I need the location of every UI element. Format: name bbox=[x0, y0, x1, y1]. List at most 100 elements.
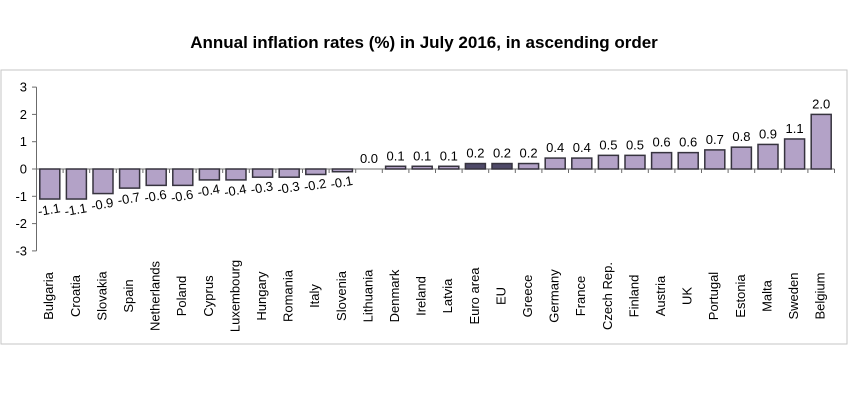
value-label-denmark: 0.1 bbox=[387, 148, 405, 163]
bar-ireland bbox=[411, 165, 433, 170]
value-label-malta: 0.9 bbox=[759, 126, 777, 141]
bar-france bbox=[571, 157, 593, 170]
category-label-lithuania: Lithuania bbox=[360, 269, 375, 323]
y-axis-tick-label: -1 bbox=[15, 189, 27, 204]
category-label-malta: Malta bbox=[759, 279, 774, 312]
value-label-uk: 0.6 bbox=[679, 135, 697, 150]
y-axis-tick-label: 0 bbox=[20, 162, 27, 177]
bar-denmark bbox=[384, 165, 407, 170]
value-label-greece: 0.2 bbox=[520, 146, 538, 161]
bar-estonia bbox=[730, 146, 753, 170]
category-label-euro-area: Euro area bbox=[467, 267, 482, 325]
category-label-belgium: Belgium bbox=[813, 273, 828, 320]
category-label-czech-rep: Czech Rep. bbox=[600, 262, 615, 330]
bar-euro-area bbox=[464, 162, 487, 170]
category-label-slovakia: Slovakia bbox=[94, 271, 109, 321]
bar-poland bbox=[172, 168, 194, 187]
plot-area-border bbox=[0, 69, 848, 345]
value-label-ireland: 0.1 bbox=[413, 148, 431, 163]
value-label-slovenia: -0.1 bbox=[329, 173, 354, 192]
category-label-cyprus: Cyprus bbox=[201, 275, 216, 317]
bar-cyprus bbox=[198, 168, 221, 181]
category-label-croatia: Croatia bbox=[68, 274, 83, 317]
y-axis-tick-label: -2 bbox=[15, 216, 27, 231]
bar-germany bbox=[544, 157, 566, 170]
bar-slovenia bbox=[331, 168, 354, 173]
value-label-croatia: -1.1 bbox=[63, 200, 88, 219]
category-label-estonia: Estonia bbox=[733, 274, 748, 318]
value-label-slovakia: -0.9 bbox=[90, 195, 115, 214]
value-label-germany: 0.4 bbox=[546, 140, 564, 155]
y-axis-tick-label: 2 bbox=[20, 107, 27, 122]
value-label-italy: -0.2 bbox=[303, 176, 328, 195]
value-label-eu: 0.2 bbox=[493, 146, 511, 161]
category-label-spain: Spain bbox=[121, 279, 136, 312]
category-label-finland: Finland bbox=[626, 275, 641, 318]
category-label-uk: UK bbox=[680, 287, 695, 305]
bar-luxembourg bbox=[225, 168, 247, 181]
bar-belgium bbox=[810, 113, 832, 170]
bar-portugal bbox=[704, 149, 726, 170]
value-label-spain: -0.7 bbox=[116, 189, 141, 208]
category-label-hungary: Hungary bbox=[254, 271, 269, 321]
bar-bulgaria bbox=[39, 168, 61, 200]
value-label-hungary: -0.3 bbox=[249, 178, 274, 197]
bar-finland bbox=[624, 154, 646, 170]
bar-czech-rep bbox=[597, 154, 620, 170]
category-label-sweden: Sweden bbox=[786, 273, 801, 320]
bar-netherlands bbox=[145, 168, 167, 187]
bar-slovakia bbox=[92, 168, 114, 195]
value-label-latvia: 0.1 bbox=[440, 148, 458, 163]
category-label-italy: Italy bbox=[307, 284, 322, 308]
bar-greece bbox=[517, 162, 540, 170]
value-label-czech-rep: 0.5 bbox=[599, 137, 617, 152]
category-label-slovenia: Slovenia bbox=[334, 270, 349, 321]
y-axis-tick-label: 3 bbox=[20, 80, 27, 95]
chart-title: Annual inflation rates (%) in July 2016,… bbox=[190, 33, 658, 52]
value-label-austria: 0.6 bbox=[653, 135, 671, 150]
category-label-denmark: Denmark bbox=[387, 269, 402, 322]
category-label-austria: Austria bbox=[653, 275, 668, 316]
value-label-france: 0.4 bbox=[573, 140, 591, 155]
bar-romania bbox=[278, 168, 300, 178]
value-label-estonia: 0.8 bbox=[732, 129, 750, 144]
bar-latvia bbox=[438, 165, 460, 170]
bar-eu bbox=[491, 162, 513, 170]
category-label-greece: Greece bbox=[520, 275, 535, 318]
bar-malta bbox=[757, 143, 779, 170]
category-label-poland: Poland bbox=[174, 276, 189, 316]
bar-austria bbox=[650, 151, 673, 170]
bar-italy bbox=[305, 168, 327, 176]
y-axis-tick-label: -3 bbox=[15, 243, 27, 258]
category-label-france: France bbox=[573, 276, 588, 316]
bar-croatia bbox=[65, 168, 88, 200]
category-label-eu: EU bbox=[493, 287, 508, 305]
bar-hungary bbox=[251, 168, 274, 178]
y-axis-tick-label: 1 bbox=[20, 134, 27, 149]
category-label-netherlands: Netherlands bbox=[148, 260, 163, 331]
value-label-romania: -0.3 bbox=[276, 178, 301, 197]
value-label-luxembourg: -0.4 bbox=[223, 181, 248, 200]
category-label-ireland: Ireland bbox=[414, 276, 429, 316]
value-label-poland: -0.6 bbox=[170, 187, 195, 206]
bar-sweden bbox=[783, 138, 806, 170]
value-label-finland: 0.5 bbox=[626, 137, 644, 152]
value-label-netherlands: -0.6 bbox=[143, 187, 168, 206]
bar-uk bbox=[677, 151, 699, 170]
category-label-luxembourg: Luxembourg bbox=[227, 260, 242, 332]
category-label-latvia: Latvia bbox=[440, 278, 455, 313]
category-label-germany: Germany bbox=[547, 269, 562, 323]
value-label-lithuania: 0.0 bbox=[360, 151, 378, 166]
value-label-cyprus: -0.4 bbox=[196, 181, 221, 200]
value-label-portugal: 0.7 bbox=[706, 132, 724, 147]
value-label-euro-area: 0.2 bbox=[466, 146, 484, 161]
category-label-portugal: Portugal bbox=[706, 272, 721, 321]
bar-spain bbox=[118, 168, 141, 189]
value-label-bulgaria: -1.1 bbox=[37, 200, 62, 219]
value-label-sweden: 1.1 bbox=[786, 121, 804, 136]
category-label-bulgaria: Bulgaria bbox=[41, 271, 56, 319]
value-label-belgium: 2.0 bbox=[812, 96, 830, 111]
category-label-romania: Romania bbox=[281, 269, 296, 322]
